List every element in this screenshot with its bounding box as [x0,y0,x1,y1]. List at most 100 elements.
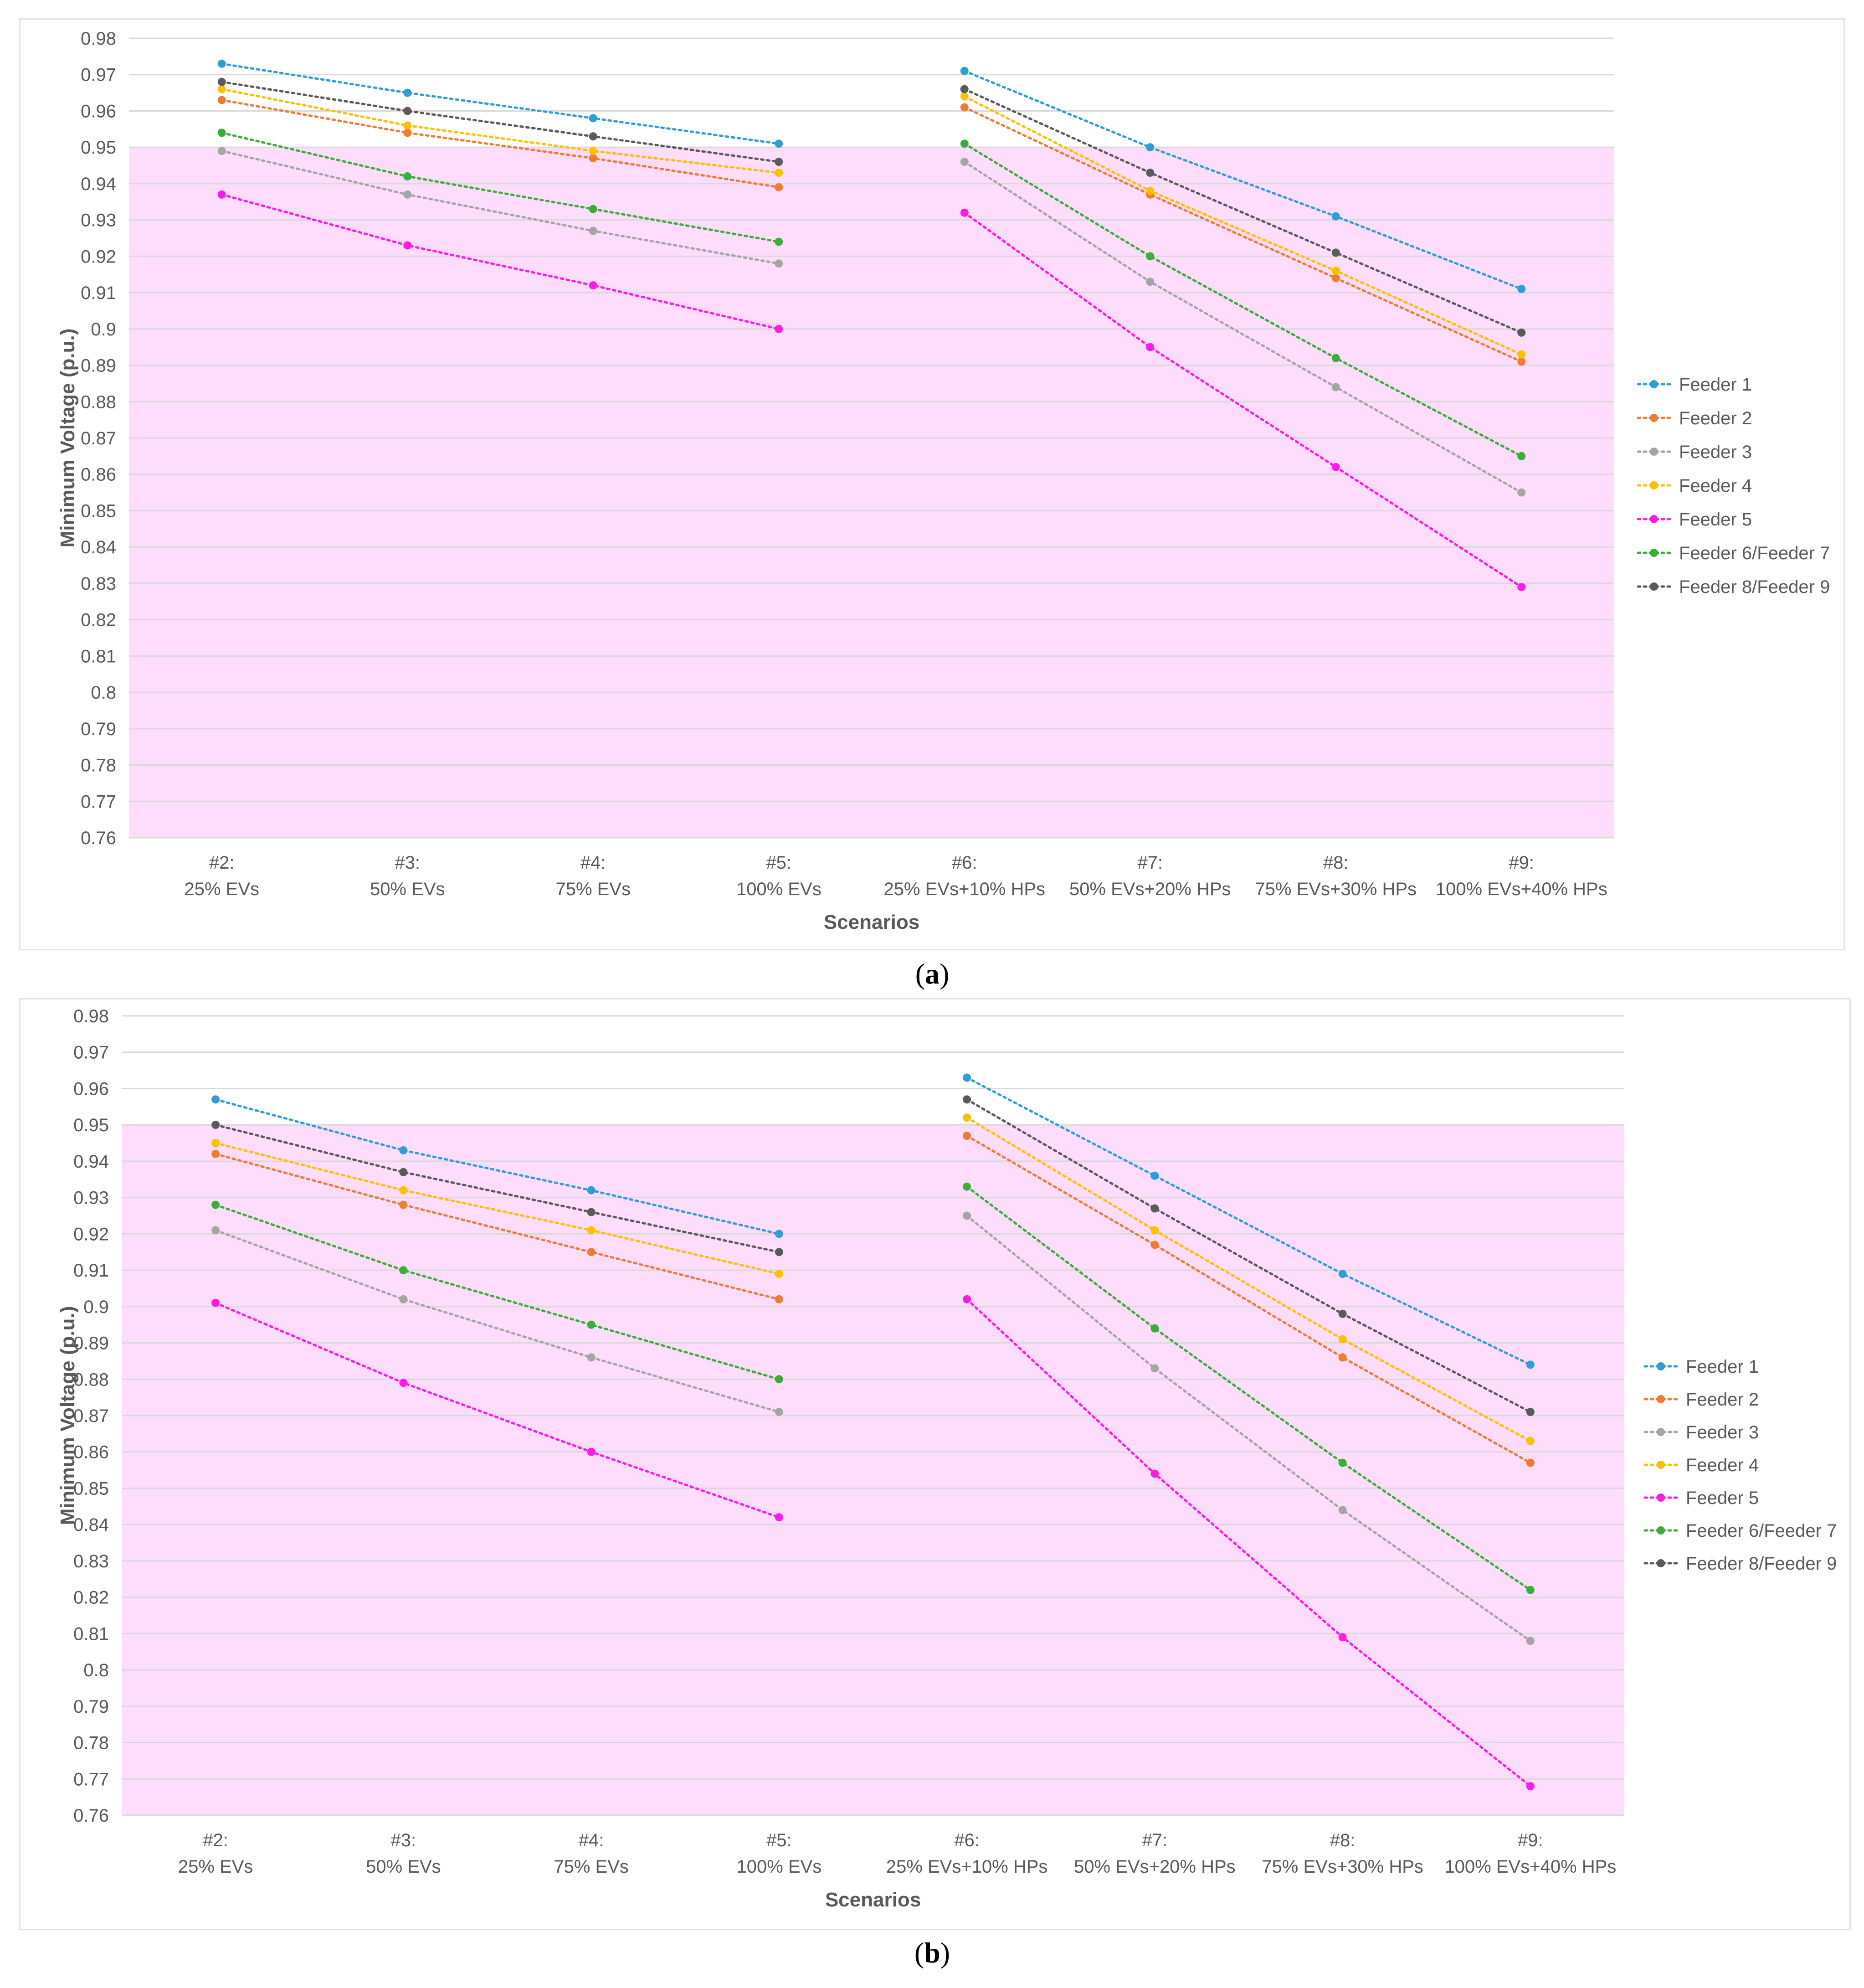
y-tick-label: 0.82 [73,1588,109,1608]
series-feeder-5-point [1146,343,1155,351]
series-feeder-3-point [217,147,226,155]
y-tick-label: 0.92 [73,1224,109,1244]
y-tick-label: 0.98 [81,29,116,49]
x-tick-label-line1: #5: [766,1830,792,1850]
series-feeder-5-point [960,208,969,217]
series-feeder-3-point [1338,1506,1347,1514]
legend-swatch-marker [1650,582,1658,591]
series-feeder-8-feeder-9-point [963,1095,971,1104]
y-tick-label: 0.87 [81,428,116,448]
series-feeder-1-line [963,70,1523,290]
series-feeder-6-feeder-7-point [960,139,969,148]
series-feeder-1-line [965,1076,1532,1366]
series-feeder-4-line [963,95,1523,356]
y-tick-label: 0.82 [81,610,116,630]
y-tick-label: 0.83 [81,574,116,594]
series-feeder-1-point [399,1146,408,1154]
series-feeder-1-point [587,1186,596,1195]
series-feeder-2-line [965,1134,1532,1464]
series-feeder-3-point [775,1408,783,1416]
chart-panel-b: 0.76 0.77 0.78 0.79 0.8 0.81 0.82 0.83 0.84 0.85 0… [19,998,1851,1930]
series-feeder-8-feeder-9-point [589,132,597,141]
x-tick-label-line2: 25% EVs [184,879,259,899]
legend-label: Feeder 8/Feeder 9 [1686,1554,1837,1574]
series-feeder-8-feeder-9-point [1150,1204,1159,1213]
legend-swatch-marker [1650,448,1658,456]
y-tick-label: 0.8 [83,1660,109,1680]
y-tick-label: 0.87 [73,1406,109,1426]
series-feeder-1-point [775,1230,783,1238]
legend-swatch-marker [1657,1395,1665,1403]
x-tick-label-line2: 25% EVs [178,1857,253,1877]
threshold-band [122,1125,1624,1815]
series-feeder-2-point [1526,1458,1535,1467]
series-feeder-6-feeder-7-point [1526,1586,1535,1594]
y-tick-label: 0.95 [81,138,116,158]
series-feeder-1-point [1526,1360,1535,1369]
series-feeder-5-line [965,1298,1532,1787]
legend-label: Feeder 4 [1686,1455,1759,1475]
y-tick-label: 0.93 [73,1188,109,1208]
series-feeder-5-point [1517,582,1526,591]
x-tick-label-line1: #6: [954,1830,980,1850]
legend-swatch-marker [1650,549,1658,557]
chart-a-svg: 0.76 0.77 0.78 0.79 0.8 0.81 0.82 0.83 0.84 0.85 0… [56,29,1830,933]
legend-label: Feeder 2 [1679,408,1752,428]
series-feeder-2-point [217,96,226,104]
series-feeder-3-point [399,1295,408,1303]
caption-b: (b) [864,1936,1001,1970]
x-tick-label-line1: #7: [1142,1830,1168,1850]
series-feeder-3-point [587,1353,596,1362]
legend-swatch-marker [1650,515,1658,523]
legend-swatch-marker [1650,481,1658,489]
series-feeder-4-point [1526,1437,1535,1445]
x-tick-label-line2: 100% EVs [736,1857,822,1877]
series-feeder-8-feeder-9-point [775,1248,783,1257]
series-feeder-1-point [1331,212,1340,221]
series-feeder-4-point [775,1270,783,1278]
series-feeder-4-point [1150,1226,1159,1235]
series-feeder-3-line [965,1215,1532,1642]
y-tick-label: 0.96 [81,101,116,121]
series-feeder-4-point [587,1226,596,1235]
series-feeder-5-point [217,190,226,199]
series-feeder-5-point [963,1295,971,1303]
y-tick-label: 0.79 [81,719,116,739]
series-feeder-6-feeder-7-point [1146,252,1155,261]
series-feeder-6-feeder-7-point [1338,1458,1347,1467]
y-tick-label: 0.97 [73,1043,109,1063]
series-feeder-3-point [1331,383,1340,391]
series-feeder-2-point [960,103,969,112]
legend-label: Feeder 4 [1679,476,1752,496]
x-tick-label-line2: 50% EVs [366,1857,441,1877]
caption-a-close: ) [940,958,950,990]
x-tick-label-line2: 75% EVs+30% HPs [1262,1857,1423,1877]
series-feeder-4-point [589,147,597,155]
series-feeder-8-feeder-9-point [403,107,412,115]
series-feeder-4-line [965,1116,1532,1442]
series-feeder-8-feeder-9-point [1338,1309,1347,1318]
series-feeder-6-feeder-7-point [1331,354,1340,362]
y-tick-label: 0.9 [83,1297,109,1317]
legend-label: Feeder 5 [1686,1488,1759,1508]
caption-b-close: ) [940,1936,950,1969]
legend-swatch-marker [1657,1559,1665,1567]
x-tick-label-line2: 75% EVs [555,879,631,899]
y-tick-label: 0.95 [73,1115,109,1135]
x-tick-label-line1: #8: [1323,853,1349,873]
series-feeder-8-feeder-9-point [217,77,226,86]
y-tick-label: 0.92 [81,247,116,267]
legend-swatch-marker [1650,414,1658,422]
series-feeder-4-point [217,85,226,93]
series-feeder-6-feeder-7-point [963,1182,971,1191]
series-feeder-3-point [1517,488,1526,497]
y-tick-label: 0.78 [81,756,116,776]
series-feeder-4-point [1517,350,1526,359]
series-feeder-3-point [211,1226,220,1235]
y-tick-label: 0.9 [91,319,116,340]
series-feeder-4-point [399,1186,408,1195]
y-tick-label: 0.97 [81,65,116,85]
legend-swatch-marker [1657,1461,1665,1469]
caption-b-letter: b [924,1936,940,1969]
x-tick-label-line1: #3: [395,853,420,873]
